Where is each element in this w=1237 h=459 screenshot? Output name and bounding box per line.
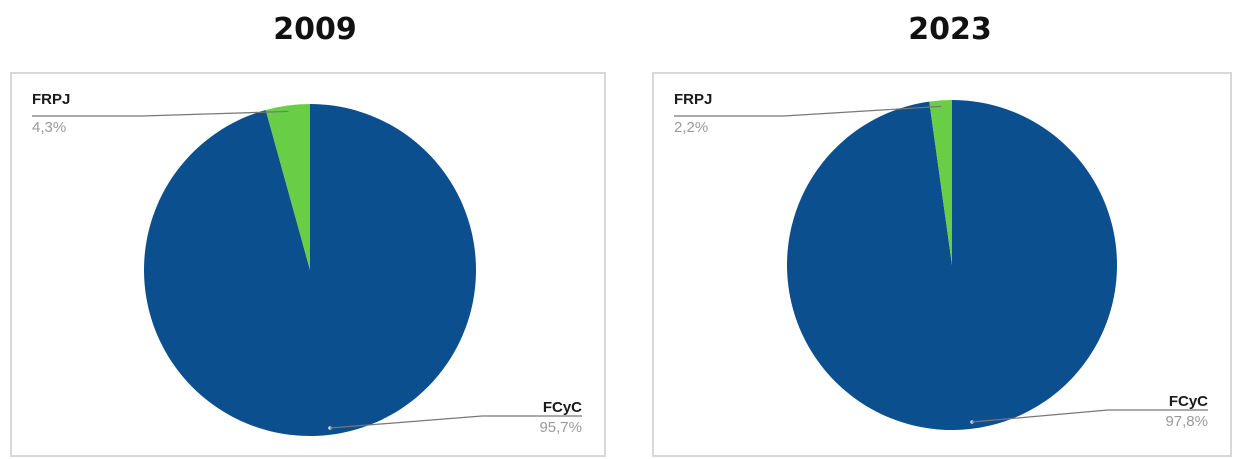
chart-frame-2023: FRPJ 2,2% FCyC 97,8% bbox=[652, 72, 1232, 457]
slice-value-frpj: 2,2% bbox=[674, 119, 708, 136]
slice-label-frpj: FRPJ bbox=[32, 91, 70, 108]
leader-line-fcyc bbox=[329, 415, 582, 429]
leader-line-fcyc bbox=[971, 409, 1208, 423]
pie-slice-fcyc bbox=[144, 104, 476, 437]
slice-label-fcyc: FCyC bbox=[1169, 393, 1208, 410]
slice-value-fcyc: 97,8% bbox=[1165, 413, 1208, 430]
chart-frame-2009: FRPJ 4,3% FCyC 95,7% bbox=[10, 72, 606, 457]
slice-value-frpj: 4,3% bbox=[32, 119, 66, 136]
slice-value-fcyc: 95,7% bbox=[539, 419, 582, 436]
leader-line-frpj bbox=[32, 110, 289, 117]
pie-chart-2023: FRPJ 2,2% FCyC 97,8% bbox=[674, 91, 1208, 431]
chart-title-2009: 2009 bbox=[273, 12, 357, 47]
slice-label-fcyc: FCyC bbox=[543, 399, 582, 416]
pie-slice-fcyc bbox=[786, 100, 1117, 431]
pie-slice-frpj bbox=[265, 104, 310, 270]
chart-title-2023: 2023 bbox=[908, 12, 992, 47]
pie-slice-frpj bbox=[929, 100, 952, 265]
leader-line-frpj bbox=[674, 105, 942, 117]
slice-label-frpj: FRPJ bbox=[674, 91, 712, 108]
pie-chart-2009: FRPJ 4,3% FCyC 95,7% bbox=[32, 91, 582, 437]
